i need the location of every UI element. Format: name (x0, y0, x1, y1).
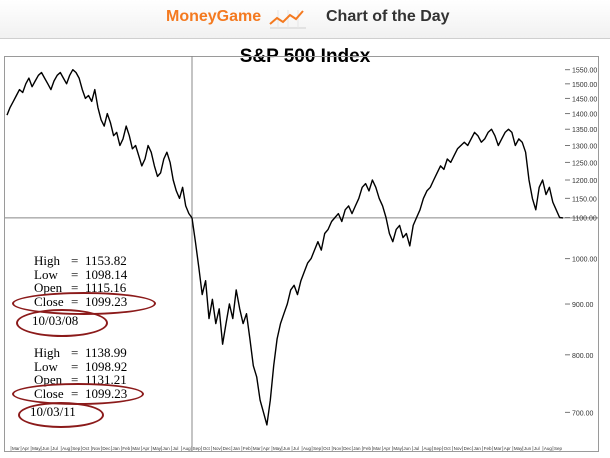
y-tick-label: 1150.00 (572, 196, 597, 203)
date-highlight-ring-2008 (16, 309, 108, 337)
x-tick-label: Jan (233, 446, 241, 451)
x-tick-label: May (393, 446, 402, 451)
x-tick-label: Mar (373, 446, 381, 451)
x-tick-label: Mar (12, 446, 20, 451)
x-tick-label: Mar (494, 446, 502, 451)
x-tick-label: Sep (554, 446, 563, 451)
x-tick-label: Dec (102, 446, 111, 451)
high-label: High (34, 253, 60, 268)
y-tick-label: 800.00 (572, 353, 594, 360)
x-tick-label: Aug (423, 446, 432, 451)
close-highlight-ring-2011 (12, 383, 144, 405)
x-tick-label: Nov (333, 446, 342, 451)
x-tick-label: Jun (283, 446, 291, 451)
y-tick-label: 1250.00 (572, 160, 597, 167)
x-tick-label: May (32, 446, 41, 451)
x-tick-label: Apr (142, 446, 150, 451)
x-tick-label: Jun (403, 446, 411, 451)
x-tick-label: Dec (343, 446, 352, 451)
x-tick-label: Oct (203, 446, 211, 451)
x-tick-label: Feb (122, 446, 130, 451)
x-tick-label: Sep (313, 446, 322, 451)
x-tick-label: Jul (173, 446, 179, 451)
low-value: 1098.92 (85, 358, 128, 374)
low-value: 1098.14 (85, 266, 128, 282)
x-tick-label: Aug (303, 446, 312, 451)
high-label: High (34, 345, 60, 360)
low-label: Low (34, 266, 58, 282)
x-tick-label: Jul (293, 446, 299, 451)
x-tick-label: Dec (223, 446, 232, 451)
x-tick-label: Jul (413, 446, 419, 451)
y-tick-label: 1200.00 (572, 178, 597, 185)
x-tick-label: Oct (82, 446, 90, 451)
x-tick-label: Apr (383, 446, 391, 451)
plot-frame (4, 56, 599, 452)
x-tick-label: Aug (544, 446, 553, 451)
x-tick-label: May (514, 446, 523, 451)
x-tick-label: Jun (163, 446, 171, 451)
x-tick-label: Jan (353, 446, 361, 451)
x-tick-label: Aug (62, 446, 71, 451)
x-tick-label: Jun (42, 446, 50, 451)
y-tick-label: 1100.00 (572, 216, 597, 223)
x-tick-label: Jul (52, 446, 58, 451)
x-tick-label: May (153, 446, 162, 451)
date-highlight-ring-2011 (18, 402, 104, 428)
x-tick-label: Feb (243, 446, 251, 451)
x-tick-label: Apr (504, 446, 512, 451)
x-tick-label: Nov (92, 446, 101, 451)
x-tick-label: Feb (484, 446, 492, 451)
y-tick-label: 1500.00 (572, 82, 597, 89)
x-tick-label: Jul (534, 446, 540, 451)
price-line-after (191, 128, 564, 426)
x-tick-label: May (273, 446, 282, 451)
x-tick-label: Sep (193, 446, 202, 451)
y-tick-label: 1000.00 (572, 257, 597, 264)
trend-line-icon (269, 10, 306, 29)
y-tick-label: 1550.00 (572, 68, 597, 75)
x-tick-label: Aug (183, 446, 192, 451)
x-tick-label: Mar (132, 446, 140, 451)
y-tick-label: 1400.00 (572, 112, 597, 119)
x-tick-label: Dec (464, 446, 473, 451)
x-tick-label: Jan (112, 446, 120, 451)
chart-of-the-day-label: Chart of the Day (326, 8, 450, 25)
high-value: 1138.99 (85, 345, 127, 360)
x-tick-label: Jan (474, 446, 482, 451)
x-tick-label: Mar (253, 446, 261, 451)
x-tick-label: Apr (22, 446, 30, 451)
price-line-before (6, 69, 193, 219)
y-tick-label: 1300.00 (572, 144, 597, 151)
x-tick-label: Nov (213, 446, 222, 451)
low-label: Low (34, 358, 58, 374)
x-tick-label: Oct (323, 446, 331, 451)
open-label: Open (34, 280, 63, 295)
y-tick-label: 900.00 (572, 302, 594, 309)
sp500-chart: 700.00 800.00 900.00 1000.00 1100.00 1150.00 1… (4, 56, 599, 452)
x-tick-label: Jun (524, 446, 532, 451)
high-value: 1153.82 (85, 253, 127, 268)
x-tick-label: Nov (454, 446, 463, 451)
x-tick-label: Sep (434, 446, 443, 451)
x-tick-label: Oct (444, 446, 452, 451)
x-tick-label: Sep (72, 446, 81, 451)
y-tick-label: 700.00 (572, 410, 594, 417)
y-tick-label: 1350.00 (572, 127, 597, 134)
brand-logo[interactable]: MoneyGame (166, 8, 262, 25)
header-banner: MoneyGame Chart of the Day (0, 0, 610, 39)
x-tick-label: Feb (363, 446, 371, 451)
open-value: 1115.16 (85, 280, 127, 295)
y-tick-label: 1450.00 (572, 96, 597, 103)
x-tick-label: Apr (263, 446, 271, 451)
